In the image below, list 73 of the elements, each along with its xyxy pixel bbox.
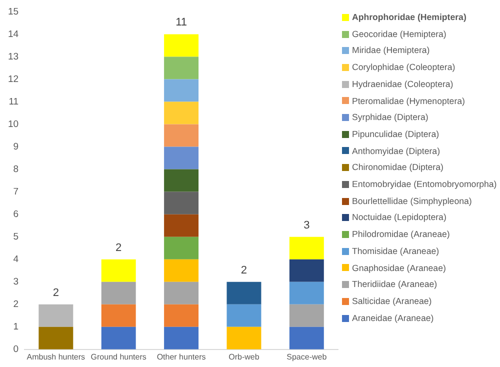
legend-label: Hydraenidae (Coleoptera)	[352, 78, 454, 91]
legend-label: Syrphidae (Diptera)	[352, 111, 428, 124]
legend-label: Corylophidae (Coleoptera)	[352, 61, 456, 74]
bar	[164, 236, 199, 260]
bar	[164, 169, 199, 192]
legend-label: Noctuidae (Lepidoptera)	[352, 211, 446, 224]
y-tick-label: 11	[8, 96, 19, 108]
y-tick-label: 13	[8, 51, 19, 62]
legend-label: Aphrophoridae (Hemiptera)	[352, 11, 466, 24]
bar	[226, 282, 262, 304]
legend-label: Bourlettellidae (Simphypleona)	[352, 194, 472, 208]
y-tick-label: 0	[13, 344, 19, 356]
bar	[38, 326, 74, 350]
bar	[38, 304, 74, 327]
y-tick-label: 6	[13, 208, 19, 220]
bar	[289, 282, 324, 304]
x-tick-label: Ground hunters	[90, 352, 146, 362]
bar	[164, 124, 199, 147]
bar	[101, 304, 136, 327]
bar	[164, 304, 199, 327]
legend-label: Salticidae (Araneae)	[352, 294, 432, 308]
bar	[164, 56, 199, 80]
total-label: 2	[52, 286, 59, 299]
legend-label: Gnaphosidae (Araneae)	[352, 262, 446, 275]
x-tick-label: Space-web	[286, 352, 328, 362]
bar	[226, 326, 262, 350]
bar	[164, 146, 199, 170]
legend-label: Pteromalidae (Hymenoptera)	[352, 94, 465, 108]
y-tick-label: 1	[13, 322, 19, 333]
x-tick-label: Orb-web	[228, 352, 260, 362]
y-tick-label: 2	[13, 299, 19, 310]
bar	[289, 304, 324, 327]
y-tick-label: 14	[8, 28, 19, 40]
bar	[164, 282, 199, 304]
bar	[101, 326, 136, 350]
y-tick-label: 10	[8, 118, 19, 130]
bar	[164, 326, 199, 350]
bar	[164, 192, 199, 214]
legend-label: Entomobryidae (Entomobryomorpha)	[352, 178, 497, 192]
y-tick-label: 7	[13, 186, 19, 198]
bar	[164, 79, 199, 102]
legend-label: Pipunculidae (Diptera)	[352, 128, 440, 141]
bar	[101, 259, 136, 282]
x-tick-label: Ambush hunters	[26, 352, 86, 362]
legend-label: Philodromidae (Araneae)	[352, 228, 450, 242]
y-tick-label: 9	[13, 141, 19, 152]
legend-label: Chironomidae (Diptera)	[352, 161, 444, 174]
legend-label: Araneidae (Araneae)	[352, 312, 434, 325]
y-tick-label: 8	[13, 164, 19, 175]
bar	[164, 102, 199, 124]
bar	[101, 282, 136, 304]
bar	[289, 259, 324, 282]
legend-label: Geocoridae (Hemiptera)	[352, 28, 446, 41]
total-label: 2	[240, 264, 248, 276]
bar	[289, 236, 324, 260]
total-label: 3	[304, 219, 310, 232]
legend-label: Thomisidae (Araneae)	[352, 244, 440, 258]
y-tick-label: 15	[8, 6, 19, 18]
y-tick-label: 12	[8, 74, 19, 85]
total-label: 2	[116, 242, 122, 254]
bar	[164, 259, 199, 282]
y-tick-label: 5	[13, 231, 19, 242]
bar	[164, 214, 199, 237]
legend-label: Anthomyidae (Diptera)	[352, 144, 440, 158]
bar	[226, 304, 262, 327]
y-tick-label: 4	[13, 254, 19, 265]
total-label: 11	[176, 16, 187, 29]
bar	[164, 34, 199, 57]
legend-label: Miridae (Hemiptera)	[352, 44, 430, 58]
bar	[289, 326, 324, 350]
x-tick-label: Other hunters	[156, 352, 206, 362]
y-tick-label: 3	[13, 276, 19, 288]
legend-label: Theridiidae (Araneae)	[352, 278, 438, 292]
